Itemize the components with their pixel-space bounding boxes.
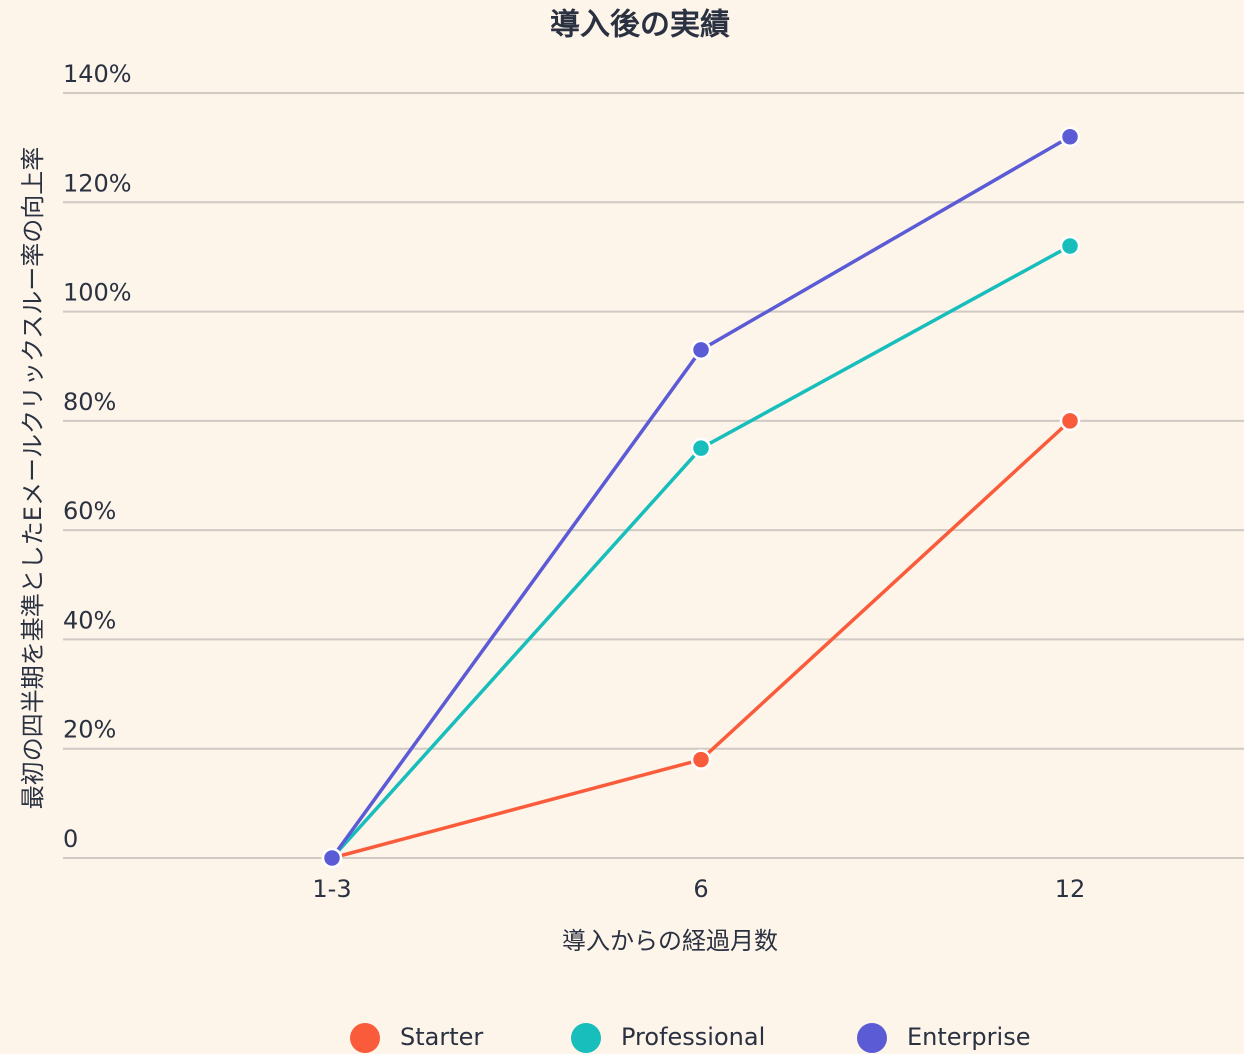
data-point [321,847,343,869]
y-tick-label: 120% [63,169,132,197]
data-point [690,749,712,770]
y-tick-label: 0 [63,825,78,853]
legend-swatch [571,1023,601,1053]
y-tick-label: 140% [63,60,132,88]
data-point [690,339,712,361]
x-tick-label: 12 [1055,875,1086,903]
data-point [1059,410,1081,432]
y-tick-label: 80% [63,388,116,416]
data-point [1059,235,1081,257]
data-point [690,437,712,459]
x-axis-title: 導入からの経過月数 [562,927,778,955]
y-tick-label: 60% [63,497,116,525]
y-axis-title: 最初の四半期を基準としたEメールクリックスルー率の向上率 [19,147,47,809]
legend-swatch [857,1023,887,1053]
x-tick-label: 6 [693,875,708,903]
legend-label: Enterprise [907,1023,1030,1051]
x-tick-label: 1-3 [312,875,351,903]
chart-title: 導入後の実績 [550,8,730,43]
legend-swatch [350,1023,380,1053]
data-point [1059,126,1081,147]
legend-label: Professional [621,1023,765,1051]
legend-label: Starter [400,1023,483,1051]
y-tick-label: 100% [63,279,132,307]
y-tick-label: 40% [63,606,116,634]
y-tick-label: 20% [63,716,116,744]
